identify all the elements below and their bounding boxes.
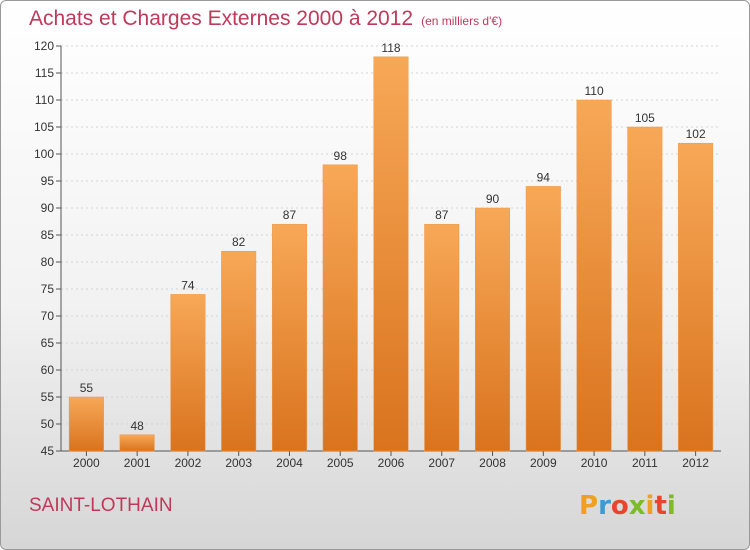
y-tick-label: 45 <box>41 444 55 458</box>
x-tick-label: 2001 <box>124 456 151 470</box>
bar <box>576 99 612 452</box>
data-label: 82 <box>232 235 246 249</box>
y-tick-label: 105 <box>34 120 54 134</box>
y-tick-label: 60 <box>41 363 55 377</box>
x-tick-label: 2007 <box>428 456 455 470</box>
x-tick-label: 2008 <box>479 456 506 470</box>
data-label: 48 <box>130 419 144 433</box>
y-tick-label: 65 <box>41 336 55 350</box>
x-tick-label: 2005 <box>327 456 354 470</box>
data-label: 98 <box>334 149 348 163</box>
bar <box>322 164 358 452</box>
bars <box>68 56 714 452</box>
y-tick-label: 70 <box>41 309 55 323</box>
bar <box>170 294 206 452</box>
x-tick-label: 2009 <box>530 456 557 470</box>
y-tick-labels: 45 50 55 60 65 70 75 80 85 90 95 100 105 110 115 120 <box>34 39 54 458</box>
y-tick-label: 120 <box>34 39 54 53</box>
bar <box>119 434 155 452</box>
x-tick-label: 2010 <box>581 456 608 470</box>
chart-title: Achats et Charges Externes 2000 à 2012 (e… <box>29 7 502 31</box>
bar <box>424 223 460 452</box>
y-tick-label: 110 <box>35 93 54 107</box>
y-tick-label: 55 <box>41 390 55 404</box>
place-name: SAINT-LOTHAIN <box>29 495 173 516</box>
y-tick-label: 90 <box>41 201 55 215</box>
data-label: 87 <box>435 208 449 222</box>
x-tick-label: 2011 <box>632 456 658 470</box>
proxiti-logo: Proxiti <box>579 491 676 521</box>
bar <box>525 186 561 452</box>
data-label: 94 <box>537 170 551 184</box>
x-tick-label: 2006 <box>378 456 405 470</box>
bar <box>271 223 307 452</box>
y-tick-label: 80 <box>41 255 55 269</box>
bar <box>373 56 409 452</box>
data-label: 105 <box>635 111 655 125</box>
data-label: 110 <box>585 84 604 98</box>
data-label: 118 <box>381 41 400 55</box>
logo-letter: t <box>654 491 667 521</box>
logo-letter: P <box>579 491 599 521</box>
bar <box>678 142 714 452</box>
x-tick-label: 2004 <box>276 456 303 470</box>
x-tick-label: 2012 <box>682 456 709 470</box>
bar <box>221 250 257 452</box>
data-label: 55 <box>80 381 94 395</box>
data-label: 87 <box>283 208 297 222</box>
logo-letter: i <box>666 491 676 521</box>
y-tick-label: 75 <box>41 282 55 296</box>
y-tick-label: 85 <box>41 228 55 242</box>
data-labels: 55 48 74 82 87 98 118 87 90 94 110 105 102 <box>80 41 706 433</box>
logo-letter: x <box>628 491 646 521</box>
data-label: 90 <box>486 192 500 206</box>
y-tick-label: 115 <box>35 66 54 80</box>
y-tick-label: 100 <box>34 147 54 161</box>
logo-letter: o <box>610 491 629 521</box>
chart-subtitle: (en milliers d'€) <box>421 14 503 28</box>
x-tick-labels: 2000 2001 2002 2003 2004 2005 2006 2007 2008 2009… <box>73 456 709 470</box>
x-tick-label: 2000 <box>73 456 100 470</box>
chart-title-text: Achats et Charges Externes 2000 à 2012 <box>29 7 414 30</box>
logo-letter: i <box>645 491 655 521</box>
bar <box>68 396 104 452</box>
x-tick-label: 2003 <box>225 456 252 470</box>
y-tick-label: 50 <box>41 417 55 431</box>
x-tick-label: 2002 <box>175 456 202 470</box>
bar <box>475 207 511 452</box>
logo-letter: r <box>598 491 611 521</box>
y-tick-label: 95 <box>41 174 55 188</box>
data-label: 74 <box>181 278 195 292</box>
bar <box>627 126 663 452</box>
data-label: 102 <box>686 127 706 141</box>
